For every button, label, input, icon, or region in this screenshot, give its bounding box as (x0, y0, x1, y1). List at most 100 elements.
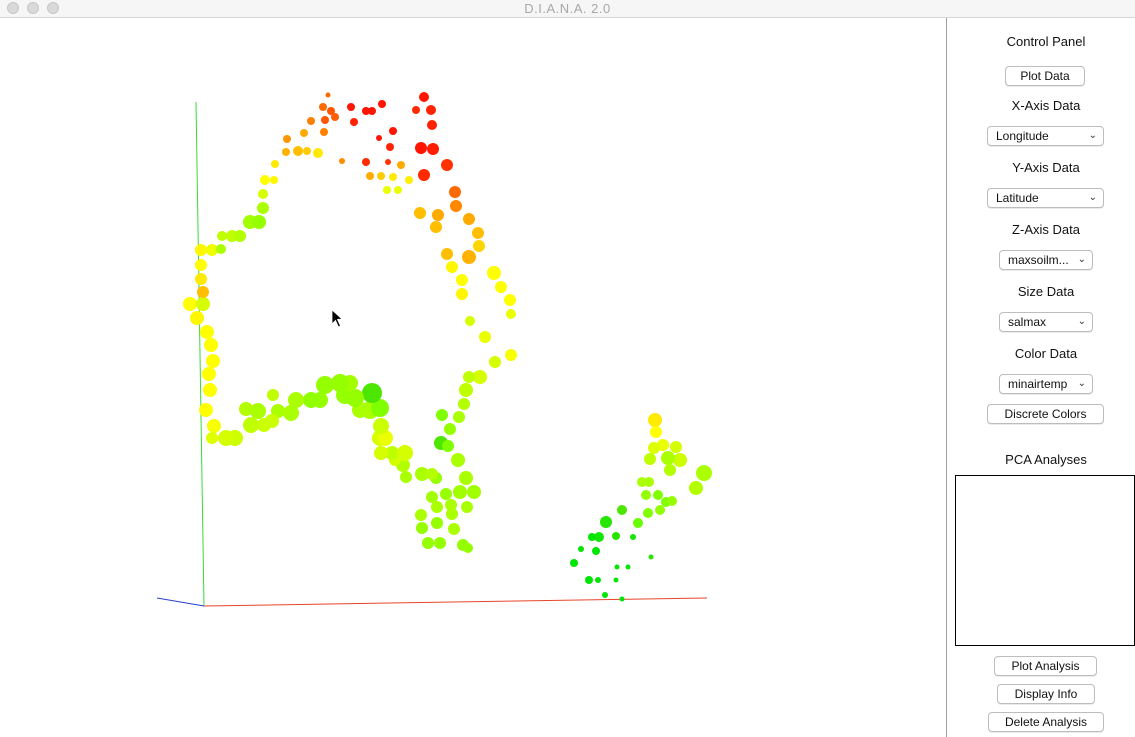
zoom-window-icon[interactable] (47, 2, 59, 14)
data-point (202, 367, 216, 381)
size-data-label: Size Data (1017, 284, 1075, 299)
close-window-icon[interactable] (7, 2, 19, 14)
data-point (504, 294, 516, 306)
data-point (325, 92, 331, 98)
control-panel-heading: Control Panel (1006, 34, 1086, 49)
data-points (183, 92, 712, 602)
data-point (489, 356, 501, 368)
data-point (195, 273, 207, 285)
y-axis-label: Y-Axis Data (1012, 160, 1080, 175)
data-point (386, 143, 394, 151)
data-point (197, 286, 209, 298)
data-point (422, 537, 434, 549)
discrete-colors-button[interactable]: Discrete Colors (987, 404, 1104, 424)
data-point (448, 523, 460, 535)
data-point (655, 505, 665, 515)
data-point (612, 532, 620, 540)
data-point (467, 485, 481, 499)
data-point (383, 186, 391, 194)
z-axis-select[interactable]: maxsoilm... ⌄ (999, 250, 1093, 270)
pca-analyses-list[interactable] (955, 475, 1135, 646)
data-point (206, 432, 218, 444)
color-data-select[interactable]: minairtemp ⌄ (999, 374, 1093, 394)
data-point (204, 338, 218, 352)
data-point (506, 309, 516, 319)
data-point (234, 230, 246, 242)
data-point (271, 160, 279, 168)
data-point (613, 577, 619, 583)
data-point (602, 592, 608, 598)
data-point (673, 453, 687, 467)
data-point (252, 215, 266, 229)
data-point (195, 259, 207, 271)
data-point (453, 411, 465, 423)
x-axis-line (203, 597, 708, 607)
z-axis-value: maxsoilm... (1008, 253, 1069, 267)
chevron-down-icon: ⌄ (1088, 192, 1097, 203)
data-point (412, 106, 420, 114)
data-point (637, 477, 647, 487)
window-titlebar: D.I.A.N.A. 2.0 (0, 0, 1135, 18)
data-point (418, 169, 430, 181)
data-point (217, 231, 227, 241)
data-point (440, 488, 452, 500)
minimize-window-icon[interactable] (27, 2, 39, 14)
y-axis-line (195, 101, 205, 607)
data-point (449, 186, 461, 198)
plot-data-button[interactable]: Plot Data (1005, 66, 1085, 86)
scatter-3d-plot[interactable] (0, 18, 946, 737)
data-point (368, 107, 376, 115)
data-point (414, 207, 426, 219)
data-point (625, 564, 631, 570)
data-point (190, 311, 204, 325)
data-point (441, 159, 453, 171)
data-point (321, 116, 329, 124)
data-point (389, 127, 397, 135)
data-point (206, 244, 218, 256)
color-data-label: Color Data (1014, 346, 1078, 361)
data-point (293, 146, 303, 156)
control-panel: Control Panel Plot Data X-Axis Data Long… (947, 18, 1135, 737)
data-point (479, 331, 491, 343)
chevron-down-icon: ⌄ (1077, 254, 1086, 265)
chevron-down-icon: ⌄ (1077, 316, 1086, 327)
data-point (445, 499, 457, 511)
color-data-value: minairtemp (1008, 377, 1068, 391)
data-point (366, 172, 374, 180)
y-axis-value: Latitude (996, 191, 1039, 205)
data-point (456, 274, 468, 286)
data-point (431, 517, 443, 529)
data-point (258, 189, 268, 199)
data-point (585, 576, 593, 584)
data-point (641, 490, 651, 500)
data-point (373, 418, 389, 434)
data-point (303, 147, 311, 155)
data-point (218, 430, 234, 446)
data-point (206, 354, 220, 368)
x-axis-select[interactable]: Longitude ⌄ (987, 126, 1104, 146)
data-point (594, 532, 604, 542)
data-point (614, 564, 620, 570)
data-point (282, 148, 290, 156)
data-point (303, 392, 319, 408)
data-point (444, 423, 456, 435)
data-point (487, 266, 501, 280)
size-data-select[interactable]: salmax ⌄ (999, 312, 1093, 332)
display-info-button[interactable]: Display Info (997, 684, 1095, 704)
delete-analysis-button[interactable]: Delete Analysis (988, 712, 1104, 732)
plot-analysis-button[interactable]: Plot Analysis (994, 656, 1097, 676)
data-point (644, 453, 656, 465)
chevron-down-icon: ⌄ (1088, 130, 1097, 141)
data-point (446, 508, 458, 520)
data-point (667, 496, 677, 506)
data-point (362, 158, 370, 166)
data-point (203, 383, 217, 397)
y-axis-select[interactable]: Latitude ⌄ (987, 188, 1104, 208)
chevron-down-icon: ⌄ (1077, 378, 1086, 389)
data-point (327, 107, 335, 115)
panel-divider[interactable] (946, 18, 947, 737)
data-point (196, 297, 210, 311)
data-point (426, 491, 438, 503)
data-point (442, 440, 454, 452)
data-point (434, 537, 446, 549)
